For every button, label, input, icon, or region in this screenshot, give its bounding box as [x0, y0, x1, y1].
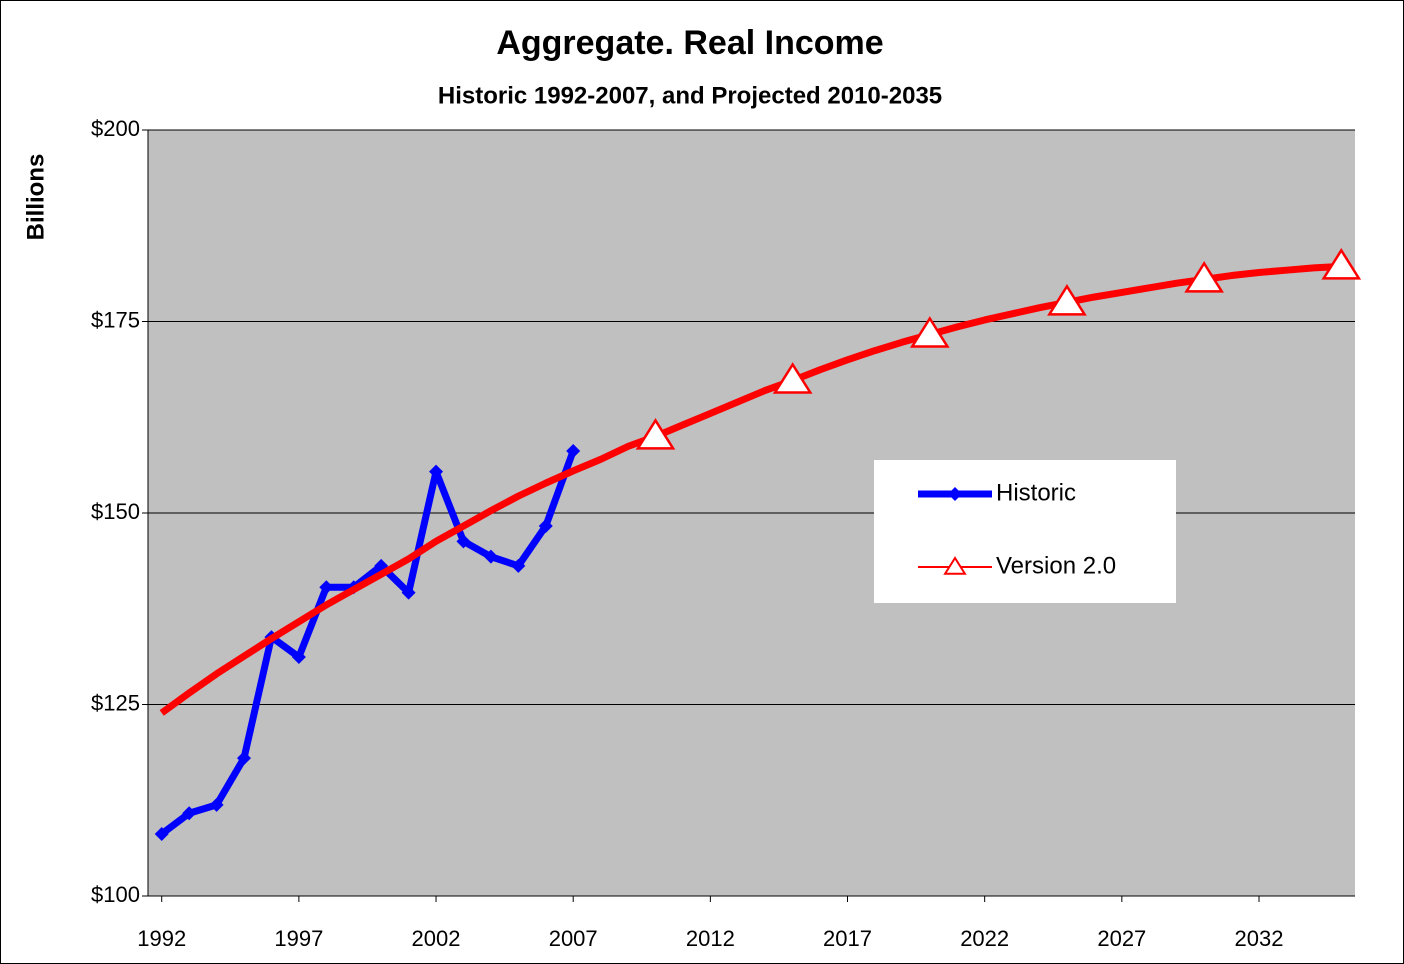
y-axis-label: Billions: [22, 154, 49, 241]
y-tick-label: $200: [91, 116, 140, 141]
x-tick-label: 2007: [549, 926, 598, 951]
series-line: [159, 262, 1342, 716]
legend-label: Historic: [996, 479, 1076, 506]
x-tick-label: 1997: [274, 926, 323, 951]
x-tick-label: 2012: [686, 926, 735, 951]
point-marker: [209, 797, 224, 812]
point-marker: [291, 650, 306, 665]
point-marker: [566, 443, 581, 458]
point-marker: [401, 585, 416, 600]
point-marker: [1321, 247, 1362, 280]
chart-subtitle: Historic 1992-2007, and Projected 2010-2…: [438, 82, 942, 109]
point-marker: [319, 580, 334, 595]
y-tick-label: $100: [91, 882, 140, 907]
point-marker: [511, 558, 526, 573]
legend-label: Version 2.0: [996, 552, 1116, 579]
point-marker: [483, 549, 498, 564]
x-tick-label: 2017: [823, 926, 872, 951]
point-marker: [772, 362, 813, 394]
point-marker: [237, 751, 252, 766]
x-tick-label: 2022: [960, 926, 1009, 951]
chart-title: Aggregate. Real Income: [496, 24, 883, 62]
point-marker: [909, 316, 950, 348]
x-tick-label: 1992: [137, 926, 186, 951]
point-marker: [154, 826, 169, 841]
y-tick-label: $150: [91, 499, 140, 524]
legend: Historic Version 2.0: [874, 460, 1176, 603]
series-line: [159, 449, 577, 837]
x-tick-label: 2032: [1235, 926, 1284, 951]
point-marker: [429, 464, 444, 479]
legend-box: [874, 460, 1176, 603]
point-marker: [1047, 284, 1087, 316]
y-tick-label: $175: [91, 307, 140, 332]
point-marker: [1184, 261, 1224, 293]
point-marker: [538, 519, 553, 534]
point-marker: [182, 806, 197, 821]
legend-marker: [943, 556, 967, 575]
x-tick-label: 2027: [1097, 926, 1146, 951]
point-marker: [456, 534, 471, 549]
x-tick-label: 2002: [412, 926, 461, 951]
legend-marker: [948, 487, 962, 501]
point-marker: [635, 418, 676, 450]
y-tick-label: $125: [91, 690, 140, 715]
